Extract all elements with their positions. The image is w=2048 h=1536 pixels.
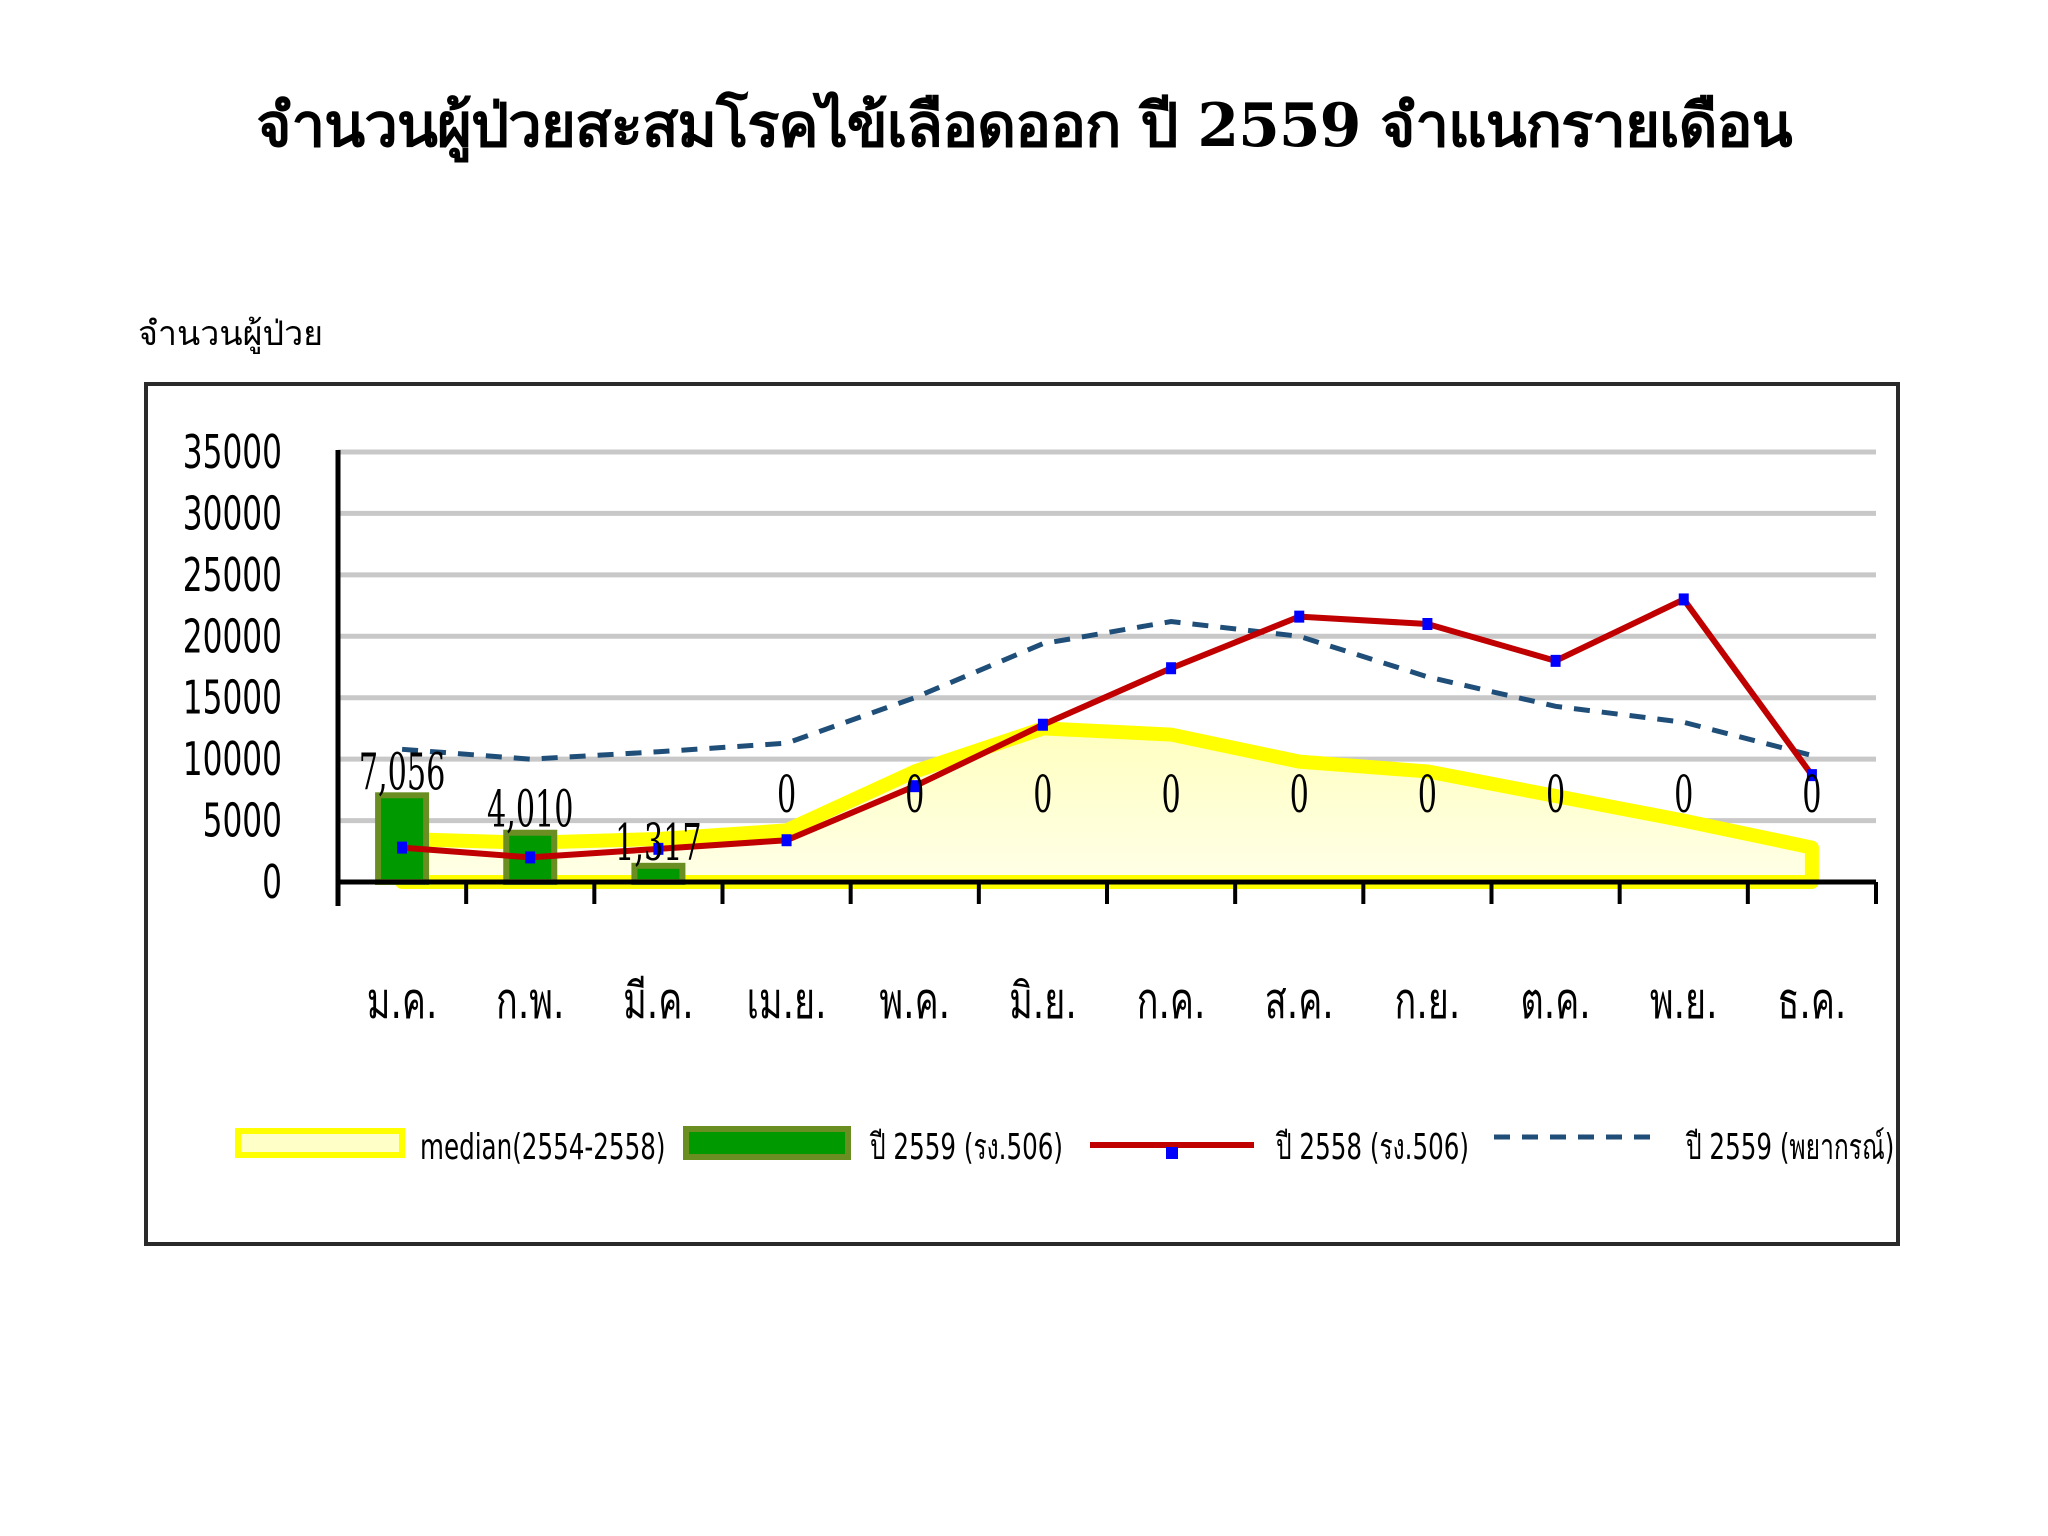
forecast-line [401,619,1813,762]
legend-swatch-2559 [683,1126,851,1160]
marker-11 [1806,769,1817,782]
y-axis-unit-label: จำนวนผู้ป่วย [138,314,324,354]
x-tick-label: ก.ค. [1137,973,1206,1030]
y-tick-label: 5000 [203,796,282,849]
legend-label-forecast: ปี 2559 (พยากรณ์) [1686,1126,1895,1168]
y-tick-label: 10000 [183,734,282,787]
marker-4 [909,780,920,793]
bar-label-10: 0 [1674,766,1693,825]
marker-6 [1166,662,1177,675]
marker-1 [525,851,536,864]
bar-label-3: 0 [777,766,796,825]
x-tick-label: มิ.ย. [1009,973,1077,1030]
x-tick-label: พ.ค. [879,973,950,1030]
x-tick-label: ส.ค. [1265,973,1334,1030]
marker-5 [1037,718,1048,731]
x-tick-label: มี.ค. [623,973,694,1030]
x-tick-label: ธ.ค. [1777,973,1846,1030]
y-tick-label: 35000 [183,427,282,480]
legend-label-2558: ปี 2558 (รง.506) [1276,1126,1469,1168]
x-tick-label: ก.ย. [1395,973,1461,1030]
bar-label-5: 0 [1033,766,1052,825]
x-tick-label: ม.ค. [367,973,438,1030]
y-tick-label: 25000 [183,550,282,603]
bar-0 [375,792,430,886]
marker-10 [1678,593,1689,606]
x-tick-label: ก.พ. [496,973,564,1030]
bar-label-2: 1,317 [615,814,702,873]
marker-3 [781,834,792,847]
bar-label-8: 0 [1418,766,1437,825]
bar-label-7: 0 [1290,766,1309,825]
legend-label-2559: ปี 2559 (รง.506) [870,1126,1063,1168]
bar-label-1: 4,010 [487,781,574,840]
y-tick-label: 0 [262,857,282,910]
marker-9 [1550,654,1561,667]
bar-label-11: 0 [1802,766,1821,825]
bar-label-6: 0 [1161,766,1180,825]
y-tick-label: 15000 [183,673,282,726]
bar-label-9: 0 [1546,766,1565,825]
marker-8 [1422,618,1433,630]
x-tick-label: ต.ค. [1520,973,1590,1030]
y-tick-label: 20000 [183,611,282,664]
x-tick-label: พ.ย. [1650,973,1718,1030]
bar-label-4: 0 [905,766,924,825]
line-2558 [401,596,1815,861]
page-title: จำนวนผู้ป่วยสะสมโรคไข้เลือดออก ปี 2559 จ… [256,91,1792,161]
legend-label-median: median(2554-2558) [420,1126,665,1168]
marker-7 [1294,610,1305,623]
marker-2 [653,842,664,855]
x-tick-label: เม.ย. [747,973,827,1030]
legend-marker-2558 [1166,1147,1178,1159]
median-area [395,721,1819,889]
marker-0 [397,841,408,854]
bar-label-0: 7,056 [359,743,446,802]
y-tick-label: 30000 [183,488,282,541]
legend-swatch-median [235,1128,405,1158]
